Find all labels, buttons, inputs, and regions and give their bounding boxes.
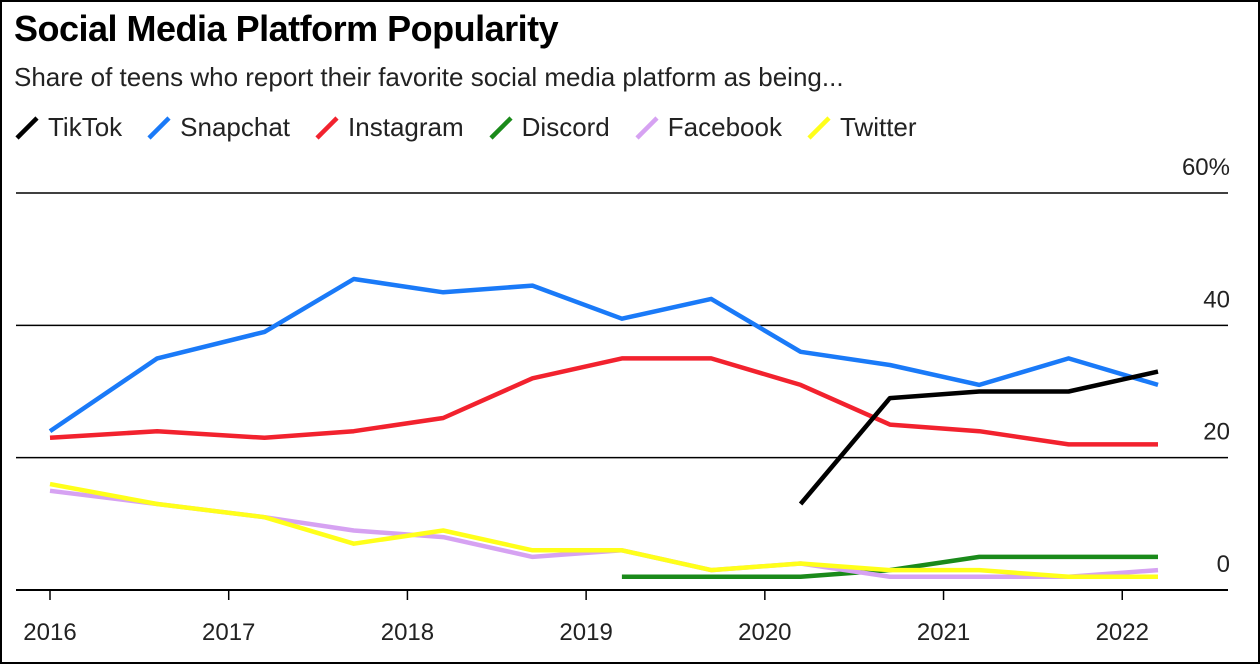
legend-label: TikTok (48, 112, 123, 142)
series-line-twitter (49, 481, 1158, 580)
legend-label: Instagram (348, 112, 464, 142)
legend-item-snapchat: Snapchat (146, 112, 290, 143)
chart-subtitle: Share of teens who report their favorite… (14, 62, 844, 92)
legend-label: Discord (521, 112, 610, 142)
x-tick-label: 2017 (202, 619, 255, 646)
y-tick-label: 60% (1182, 154, 1230, 181)
y-tick-label: 0 (1217, 551, 1230, 578)
x-tick-label: 2021 (917, 619, 970, 646)
legend-item-tiktok: TikTok (14, 112, 122, 143)
series-line-tiktok (798, 369, 1159, 506)
legend-item-facebook: Facebook (634, 112, 782, 143)
chart-title: Social Media Platform Popularity (14, 8, 559, 49)
legend-swatch-icon (807, 115, 831, 140)
legend-label: Twitter (839, 112, 917, 142)
legend-label: Facebook (667, 112, 782, 142)
x-tick-label: 2019 (559, 619, 612, 646)
y-tick-label: 40 (1203, 286, 1230, 313)
x-tick-label: 2018 (381, 619, 434, 646)
legend-swatch-icon (147, 115, 171, 140)
series-line-instagram (49, 356, 1158, 447)
legend-item-instagram: Instagram (314, 112, 464, 143)
legend-swatch-icon (315, 115, 339, 140)
legend-item-discord: Discord (488, 112, 610, 143)
series-line-facebook (49, 488, 1159, 580)
y-tick-label: 20 (1203, 419, 1230, 446)
legend-swatch-icon (489, 115, 513, 140)
x-tick-label: 2020 (738, 619, 791, 646)
legend-label: Snapchat (180, 112, 291, 142)
legend-item-twitter: Twitter (806, 112, 917, 143)
legend: TikTok Snapchat Instagram Discord Facebook Tw… (14, 112, 917, 143)
x-tick-label: 2016 (23, 619, 76, 646)
legend-swatch-icon (15, 115, 39, 140)
x-tick-label: 2022 (1096, 619, 1149, 646)
legend-swatch-icon (635, 115, 659, 140)
series-line-snapchat (48, 276, 1159, 434)
